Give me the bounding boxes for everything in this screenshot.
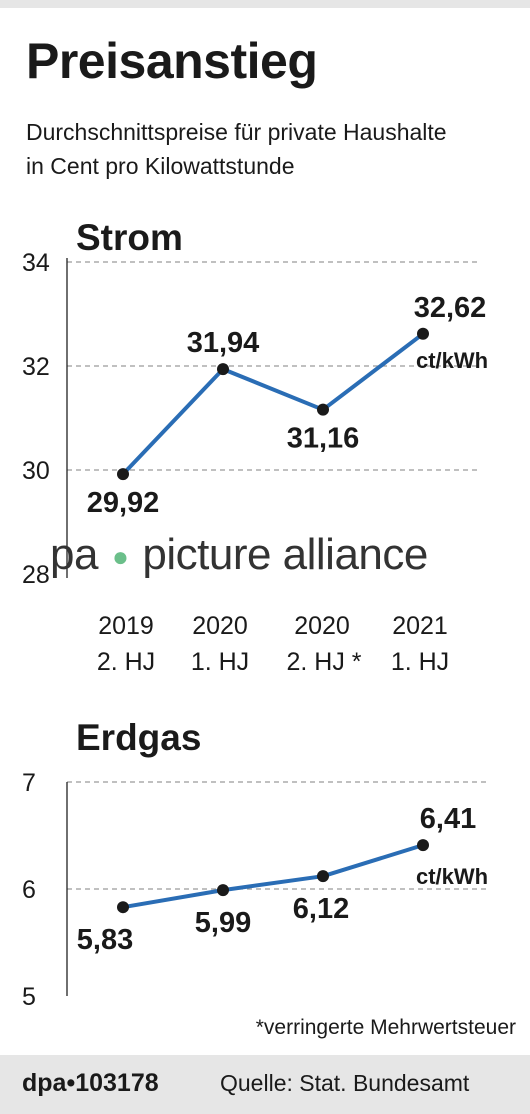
footnote: *verringerte Mehrwertsteuer (255, 1016, 516, 1039)
strom-y-tick-label: 28 (22, 561, 50, 589)
page-title: Preisanstieg (26, 33, 318, 89)
erdgas-y-tick-label: 7 (22, 769, 36, 797)
erdgas-data-label: 5,99 (195, 907, 251, 939)
source-credit: Quelle: Stat. Bundesamt (220, 1070, 470, 1096)
x-label-4-year: 2021 (392, 612, 448, 640)
erdgas-data-point (117, 901, 129, 914)
erdgas-data-label: 6,12 (293, 893, 349, 925)
erdgas-data-labels: 5,83 5,99 6,12 6,41 (77, 803, 476, 956)
strom-y-ticks: 28 30 32 34 (22, 249, 50, 589)
footer-bar: dpa•103178 Quelle: Stat. Bundesamt (0, 1055, 530, 1114)
x-label-3-half: 2. HJ * (286, 648, 361, 676)
erdgas-data-point (217, 884, 229, 897)
x-label-4-half: 1. HJ (391, 648, 449, 676)
watermark-dot-icon: ● (111, 541, 129, 573)
x-label-2-half: 1. HJ (191, 648, 249, 676)
strom-series-line (121, 332, 425, 476)
subtitle-line-1: Durchschnittspreise für private Haushalt… (26, 119, 447, 145)
strom-data-point (117, 468, 129, 481)
erdgas-y-ticks: 5 6 7 (22, 769, 36, 1010)
erdgas-data-points (117, 839, 429, 914)
picture-alliance-watermark: pa ● picture alliance (50, 530, 428, 580)
strom-data-label: 29,92 (87, 487, 160, 519)
top-bar (0, 0, 530, 8)
strom-data-label: 32,62 (414, 292, 487, 324)
strom-data-labels: 29,92 31,94 31,16 32,62 (87, 292, 487, 519)
erdgas-chart-title: Erdgas (76, 717, 201, 758)
erdgas-y-tick-label: 6 (22, 876, 36, 904)
strom-chart-title: Strom (76, 217, 183, 258)
strom-data-points (117, 327, 429, 481)
erdgas-data-label: 6,41 (420, 803, 476, 835)
strom-data-point (217, 363, 229, 376)
strom-data-label: 31,16 (287, 423, 360, 455)
x-label-3-year: 2020 (294, 612, 350, 640)
erdgas-y-tick-label: 5 (22, 983, 36, 1010)
dpa-graphic-id: dpa•103178 (22, 1069, 159, 1097)
erdgas-chart: Erdgas 5 6 7 5,83 5,99 6,12 6,41 ct/kWh (22, 717, 490, 1010)
erdgas-data-label: 5,83 (77, 924, 133, 956)
erdgas-grid (67, 781, 490, 890)
erdgas-unit-label: ct/kWh (416, 864, 488, 889)
strom-data-label: 31,94 (187, 327, 260, 359)
x-label-1-year: 2019 (98, 612, 154, 640)
strom-grid (67, 261, 480, 471)
subtitle: Durchschnittspreise für private Haushalt… (26, 115, 447, 183)
strom-y-tick-label: 32 (22, 353, 50, 381)
strom-chart: Strom 28 30 32 34 29,92 31,94 31,16 32,62 ct/k… (22, 217, 488, 676)
erdgas-data-point (417, 839, 429, 852)
strom-data-point (317, 403, 329, 416)
subtitle-line-2: in Cent pro Kilowattstunde (26, 153, 295, 179)
erdgas-series-line (122, 843, 424, 910)
watermark-pa: pa (50, 530, 98, 579)
strom-y-tick-label: 34 (22, 249, 50, 277)
erdgas-data-point (317, 870, 329, 883)
x-label-2-year: 2020 (192, 612, 248, 640)
x-label-1-half: 2. HJ (97, 648, 155, 676)
strom-y-tick-label: 30 (22, 457, 50, 485)
strom-data-point (417, 327, 429, 340)
x-axis-labels: 2019 2. HJ 2020 1. HJ 2020 2. HJ * 2021 … (97, 612, 449, 676)
strom-unit-label: ct/kWh (416, 348, 488, 373)
watermark-picture-alliance: picture alliance (142, 530, 428, 579)
